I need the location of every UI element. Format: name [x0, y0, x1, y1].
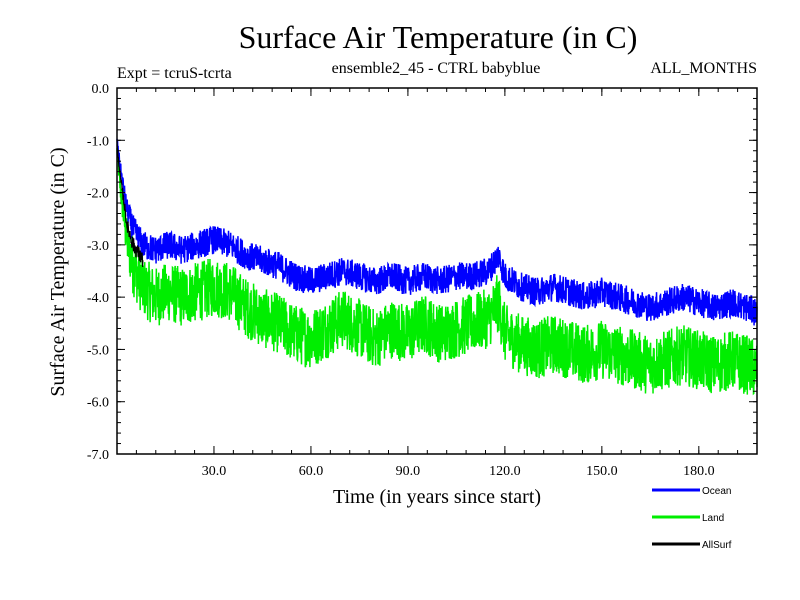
x-axis-label: Time (in years since start): [333, 486, 541, 508]
expt-label: Expt = tcruS-tcrta: [117, 65, 232, 82]
series-line-allsurf: [116, 144, 144, 267]
y-axis-label: Surface Air Temperature (in C): [47, 147, 69, 396]
y-tick-label: -6.0: [87, 396, 109, 411]
legend-label-allsurf: AllSurf: [702, 540, 732, 551]
y-tick-label: -1.0: [87, 134, 109, 149]
y-tick-label: 0.0: [92, 82, 110, 97]
axes-layer: 0.0 -1.0 -2.0 -3.0 -4.0 -5.0 -6.0 -7.0 30.0 60.0 9…: [87, 82, 758, 479]
x-tick-label: 60.0: [299, 464, 324, 479]
y-tick-label: -4.0: [87, 291, 109, 306]
legend-label-ocean: Ocean: [702, 486, 731, 497]
ensemble-label: ensemble2_45 - CTRL babyblue: [332, 60, 541, 77]
x-tick-label: 30.0: [202, 464, 227, 479]
legend: Ocean Land AllSurf: [652, 486, 732, 551]
x-tick-label: 90.0: [396, 464, 421, 479]
y-tick-label: -3.0: [87, 239, 109, 254]
series-layer: [116, 138, 758, 396]
series-line-ocean: [116, 138, 758, 326]
legend-label-land: Land: [702, 513, 724, 524]
y-tick-label: -2.0: [87, 187, 109, 202]
plot-frame: [116, 87, 758, 455]
series-line-land: [116, 148, 758, 396]
x-tick-label: 120.0: [489, 464, 521, 479]
x-tick-label: 150.0: [586, 464, 618, 479]
y-tick-label: -7.0: [87, 448, 109, 463]
y-tick-label: -5.0: [87, 343, 109, 358]
months-label: ALL_MONTHS: [650, 60, 757, 77]
chart-title: Surface Air Temperature (in C): [239, 19, 638, 55]
x-tick-label: 180.0: [683, 464, 715, 479]
